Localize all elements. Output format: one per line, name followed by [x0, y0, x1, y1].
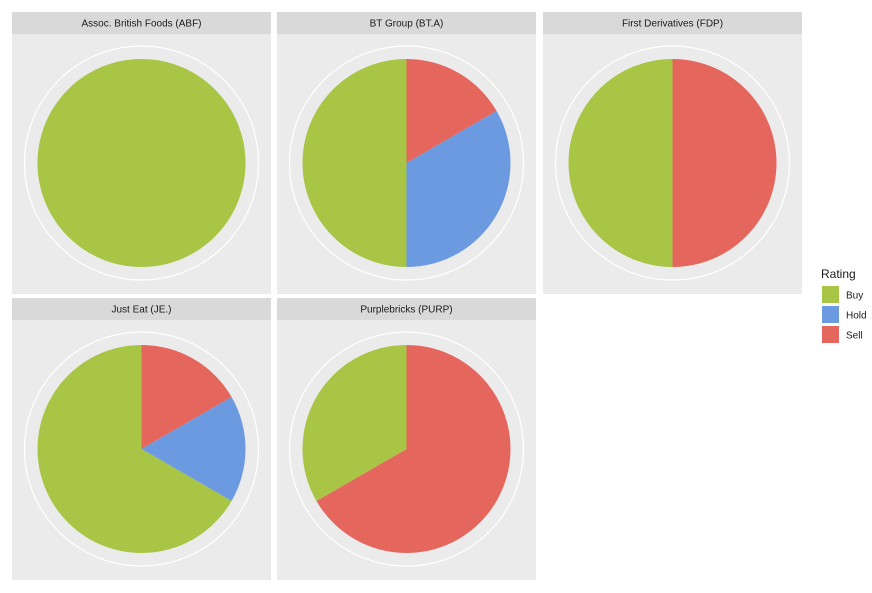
- legend-label-hold: Hold: [846, 311, 867, 322]
- legend-label-buy: Buy: [846, 291, 863, 302]
- facet-title-bt-group-bt-a: BT Group (BT.A): [370, 19, 444, 30]
- legend-title: Rating: [821, 267, 856, 281]
- legend-key-sell: [822, 326, 839, 343]
- pie-slice-bt-group-bt-a-hold: [406, 111, 511, 267]
- pie-slice-purplebricks-purp-buy: [302, 345, 407, 501]
- legend-key-buy: [822, 286, 839, 303]
- pie-slice-purplebricks-purp-sell: [316, 345, 511, 554]
- facet-title-assoc-british-foods-abf: Assoc. British Foods (ABF): [81, 19, 201, 30]
- pie-slice-bt-group-bt-a-buy: [302, 59, 407, 267]
- pie-slice-just-eat-je-hold: [141, 397, 246, 501]
- legend-key-hold: [822, 306, 839, 323]
- facet-strip-purplebricks-purp: [277, 298, 536, 320]
- facet-strip-just-eat-je: [12, 298, 271, 320]
- facet-strip-first-derivatives-fdp: [543, 12, 802, 34]
- grid-circle: [554, 45, 791, 281]
- grid-circle: [23, 45, 260, 281]
- pie-slice-first-derivatives-fdp-sell: [672, 59, 777, 267]
- facet-strip-assoc-british-foods-abf: [12, 12, 271, 34]
- grid-circle: [288, 45, 525, 281]
- pie-slice-first-derivatives-fdp-buy: [568, 59, 673, 267]
- pie-slice-assoc-british-foods-abf-buy: [37, 59, 246, 267]
- grid-circle: [23, 331, 260, 567]
- facet-strip-bt-group-bt-a: [277, 12, 536, 34]
- pie-slice-bt-group-bt-a-sell: [406, 59, 497, 163]
- legend-label-sell: Sell: [846, 331, 863, 342]
- grid-circle: [288, 331, 525, 567]
- facet-title-purplebricks-purp: Purplebricks (PURP): [360, 305, 452, 316]
- facet-title-first-derivatives-fdp: First Derivatives (FDP): [622, 19, 723, 30]
- pie-slice-just-eat-je-sell: [141, 345, 232, 449]
- facet-title-just-eat-je: Just Eat (JE.): [111, 305, 171, 316]
- pie-slice-just-eat-je-buy: [37, 345, 232, 553]
